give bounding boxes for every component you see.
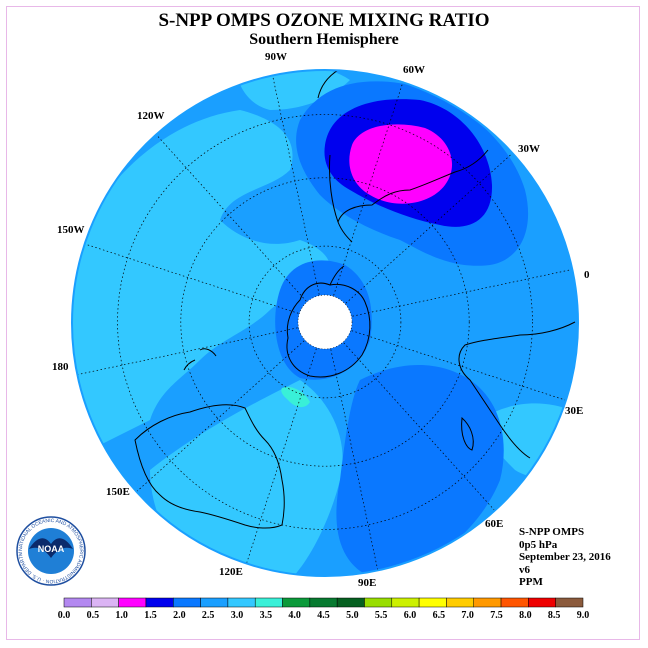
colorbar-tick-label: 8.5 — [548, 610, 561, 621]
info-instrument: S-NPP OMPS — [519, 526, 585, 538]
colorbar-swatch — [446, 597, 474, 608]
colorbar-tick-label: 4.5 — [317, 610, 330, 621]
coast-madagascar — [461, 416, 474, 451]
lon-label-90w: 90W — [265, 51, 287, 63]
colorbar-tick-label: 0.5 — [87, 610, 100, 621]
pole-no-data — [298, 295, 352, 349]
lon-label-120w: 120W — [137, 110, 165, 122]
field-region-light-west — [72, 110, 331, 450]
colorbar-tick-label: 0.0 — [58, 610, 71, 621]
colorbar-swatch — [173, 597, 201, 608]
info-date: September 23, 2016 — [519, 551, 611, 563]
colorbar-swatch — [364, 597, 393, 608]
colorbar-swatch — [227, 597, 256, 608]
page-title: S-NPP OMPS OZONE MIXING RATIO — [158, 10, 490, 31]
colorbar-tick-label: 8.0 — [519, 610, 532, 621]
colorbar-swatch — [63, 597, 92, 608]
lon-label-60w: 60W — [403, 64, 425, 76]
lon-label-30e: 30E — [565, 405, 583, 417]
info-units: PPM — [519, 576, 543, 588]
colorbar-swatches — [63, 597, 584, 608]
colorbar-swatch — [91, 597, 119, 608]
info-block: S-NPP OMPS 0p5 hPa September 23, 2016 v6… — [519, 526, 611, 589]
coastlines — [134, 70, 576, 529]
coast-new-zealand — [183, 348, 217, 371]
colorbar-swatch — [418, 597, 447, 608]
map-boundary — [71, 69, 579, 577]
logo-gull — [29, 538, 73, 558]
lon-label-0: 0 — [584, 269, 590, 281]
lon-label-150w: 150W — [57, 224, 85, 236]
colorbar-swatch — [282, 597, 311, 608]
colorbar-swatch — [200, 597, 229, 608]
colorbar-tick-label: 7.5 — [490, 610, 503, 621]
latitude-circle — [248, 245, 402, 399]
colorbar-tick-label: 5.5 — [375, 610, 388, 621]
lon-label-180: 180 — [52, 361, 69, 373]
graticule — [77, 74, 573, 570]
colorbar-swatch — [254, 597, 283, 608]
colorbar-swatch — [391, 597, 420, 608]
colorbar-swatch — [555, 597, 584, 608]
coast-antarctic-peninsula — [329, 265, 345, 286]
colorbar-swatch — [500, 597, 529, 608]
field-region-light-south — [150, 380, 343, 576]
colorbar-labels: 0.0 0.5 1.0 1.5 2.0 2.5 3.0 3.5 4.0 4.5 5.0 5.5 6.0 6… — [58, 610, 590, 621]
logo-text: NOAA — [38, 544, 65, 554]
colorbar-tick-label: 9.0 — [577, 610, 590, 621]
colorbar-swatch — [145, 597, 174, 608]
latitude-circle — [117, 114, 533, 530]
colorbar-tick-label: 3.5 — [260, 610, 273, 621]
colorbar-tick-label: 1.0 — [115, 610, 128, 621]
lon-label-60e: 60E — [485, 518, 503, 530]
info-version: v6 — [519, 563, 530, 576]
figure-frame — [6, 6, 640, 640]
lon-label-150e: 150E — [106, 486, 130, 498]
colorbar-tick-label: 4.0 — [288, 610, 301, 621]
info-level: 0p5 hPa — [519, 538, 558, 551]
colorbar-swatch — [336, 597, 365, 608]
colorbar-tick-label: 6.0 — [404, 610, 417, 621]
lon-label-90e: 90E — [358, 577, 376, 589]
pole-circle — [297, 294, 353, 350]
colorbar-tick-label: 6.5 — [433, 610, 446, 621]
colorbar-swatch — [309, 597, 338, 608]
coast-africa — [458, 321, 576, 459]
colorbar-tick-label: 3.0 — [231, 610, 244, 621]
colorbar-swatch — [473, 597, 502, 608]
lon-label-120e: 120E — [219, 566, 243, 578]
colorbar-tick-label: 7.0 — [461, 610, 474, 621]
lon-label-30w: 30W — [518, 143, 540, 155]
colorbar-tick-label: 1.5 — [144, 610, 157, 621]
field-region-cyan-patch — [281, 386, 310, 408]
coast-south-america — [317, 70, 489, 243]
colorbar-tick-label: 2.5 — [202, 610, 215, 621]
colorbar-tick-label: 5.0 — [346, 610, 359, 621]
colorbar-swatch — [118, 597, 147, 608]
colorbar-tick-label: 2.0 — [173, 610, 186, 621]
noaa-logo: NATIONAL OCEANIC AND ATMOSPHERIC ADMINIS… — [16, 516, 86, 586]
colorbar-swatch — [528, 597, 556, 608]
latitude-circle — [180, 177, 470, 467]
page-subtitle: Southern Hemisphere — [249, 31, 399, 48]
coast-australia — [134, 404, 285, 529]
